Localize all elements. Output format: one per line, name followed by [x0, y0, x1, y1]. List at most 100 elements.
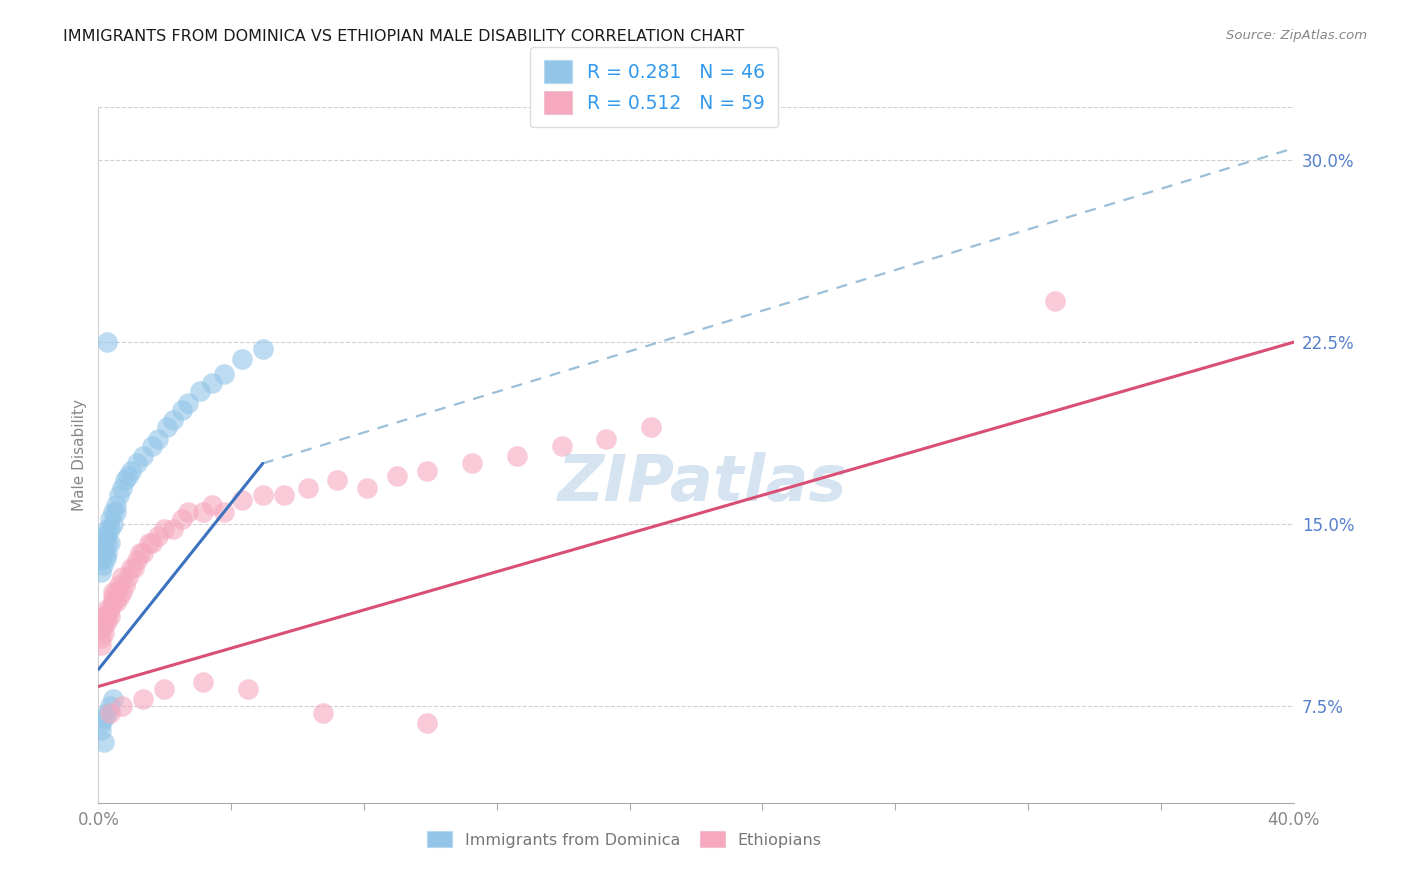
Point: [201, 498, 224, 512]
Point: [90, 715, 112, 730]
Point: [212, 367, 235, 381]
Point: [252, 343, 274, 357]
Point: [231, 352, 253, 367]
Point: [114, 577, 136, 591]
Point: [96, 602, 118, 616]
Point: [111, 481, 134, 495]
Point: [111, 585, 134, 599]
Point: [231, 492, 253, 507]
Point: [98, 609, 122, 624]
Point: [90, 631, 112, 645]
Point: [98, 522, 122, 536]
Point: [148, 432, 170, 446]
Point: [416, 464, 439, 478]
Point: [153, 522, 176, 536]
Point: [156, 420, 179, 434]
Point: [132, 691, 155, 706]
Point: [141, 536, 163, 550]
Point: [93, 711, 115, 725]
Point: [111, 698, 134, 713]
Point: [96, 546, 118, 560]
Point: [172, 512, 194, 526]
Point: [96, 335, 118, 350]
Point: [177, 396, 200, 410]
Y-axis label: Male Disability: Male Disability: [72, 399, 87, 511]
Point: [385, 468, 409, 483]
Point: [236, 681, 259, 696]
Point: [103, 594, 125, 608]
Point: [108, 488, 131, 502]
Point: [103, 585, 125, 599]
Point: [117, 468, 139, 483]
Point: [98, 706, 122, 720]
Point: [93, 619, 115, 633]
Point: [120, 560, 142, 574]
Point: [416, 715, 439, 730]
Point: [120, 464, 142, 478]
Text: IMMIGRANTS FROM DOMINICA VS ETHIOPIAN MALE DISABILITY CORRELATION CHART: IMMIGRANTS FROM DOMINICA VS ETHIOPIAN MA…: [63, 29, 745, 44]
Point: [640, 420, 662, 434]
Point: [162, 522, 184, 536]
Text: ZIPatlas: ZIPatlas: [557, 451, 846, 514]
Point: [105, 585, 128, 599]
Point: [356, 481, 378, 495]
Point: [96, 609, 118, 624]
Point: [506, 449, 529, 463]
Point: [1043, 293, 1066, 308]
Point: [96, 706, 118, 720]
Point: [201, 376, 224, 391]
Point: [90, 566, 112, 580]
Point: [595, 432, 617, 446]
Point: [550, 439, 572, 453]
Point: [141, 439, 163, 453]
Point: [177, 505, 200, 519]
Point: [153, 681, 176, 696]
Point: [105, 505, 128, 519]
Point: [105, 498, 128, 512]
Point: [172, 403, 194, 417]
Point: [90, 621, 112, 635]
Point: [162, 413, 184, 427]
Point: [93, 529, 115, 543]
Point: [212, 505, 235, 519]
Point: [138, 536, 160, 550]
Point: [98, 602, 122, 616]
Point: [98, 536, 122, 550]
Point: [91, 558, 114, 573]
Point: [191, 505, 214, 519]
Point: [127, 553, 149, 567]
Point: [90, 549, 112, 563]
Point: [252, 488, 274, 502]
Point: [93, 626, 115, 640]
Point: [90, 638, 112, 652]
Point: [117, 570, 139, 584]
Point: [94, 551, 117, 566]
Point: [93, 546, 115, 560]
Point: [96, 536, 118, 550]
Point: [132, 546, 155, 560]
Point: [93, 735, 115, 749]
Point: [108, 590, 131, 604]
Point: [297, 481, 319, 495]
Point: [124, 560, 146, 574]
Point: [103, 691, 125, 706]
Point: [273, 488, 295, 502]
Point: [326, 474, 349, 488]
Point: [105, 594, 128, 608]
Point: [111, 570, 134, 584]
Legend: Immigrants from Dominica, Ethiopians: Immigrants from Dominica, Ethiopians: [420, 824, 828, 854]
Point: [103, 505, 125, 519]
Point: [108, 577, 131, 591]
Point: [191, 674, 214, 689]
Point: [96, 522, 118, 536]
Text: Source: ZipAtlas.com: Source: ZipAtlas.com: [1226, 29, 1367, 42]
Point: [461, 457, 484, 471]
Point: [127, 457, 149, 471]
Point: [98, 512, 122, 526]
Point: [98, 698, 122, 713]
Point: [90, 723, 112, 737]
Point: [93, 536, 115, 550]
Point: [90, 553, 112, 567]
Point: [114, 474, 136, 488]
Point: [188, 384, 211, 398]
